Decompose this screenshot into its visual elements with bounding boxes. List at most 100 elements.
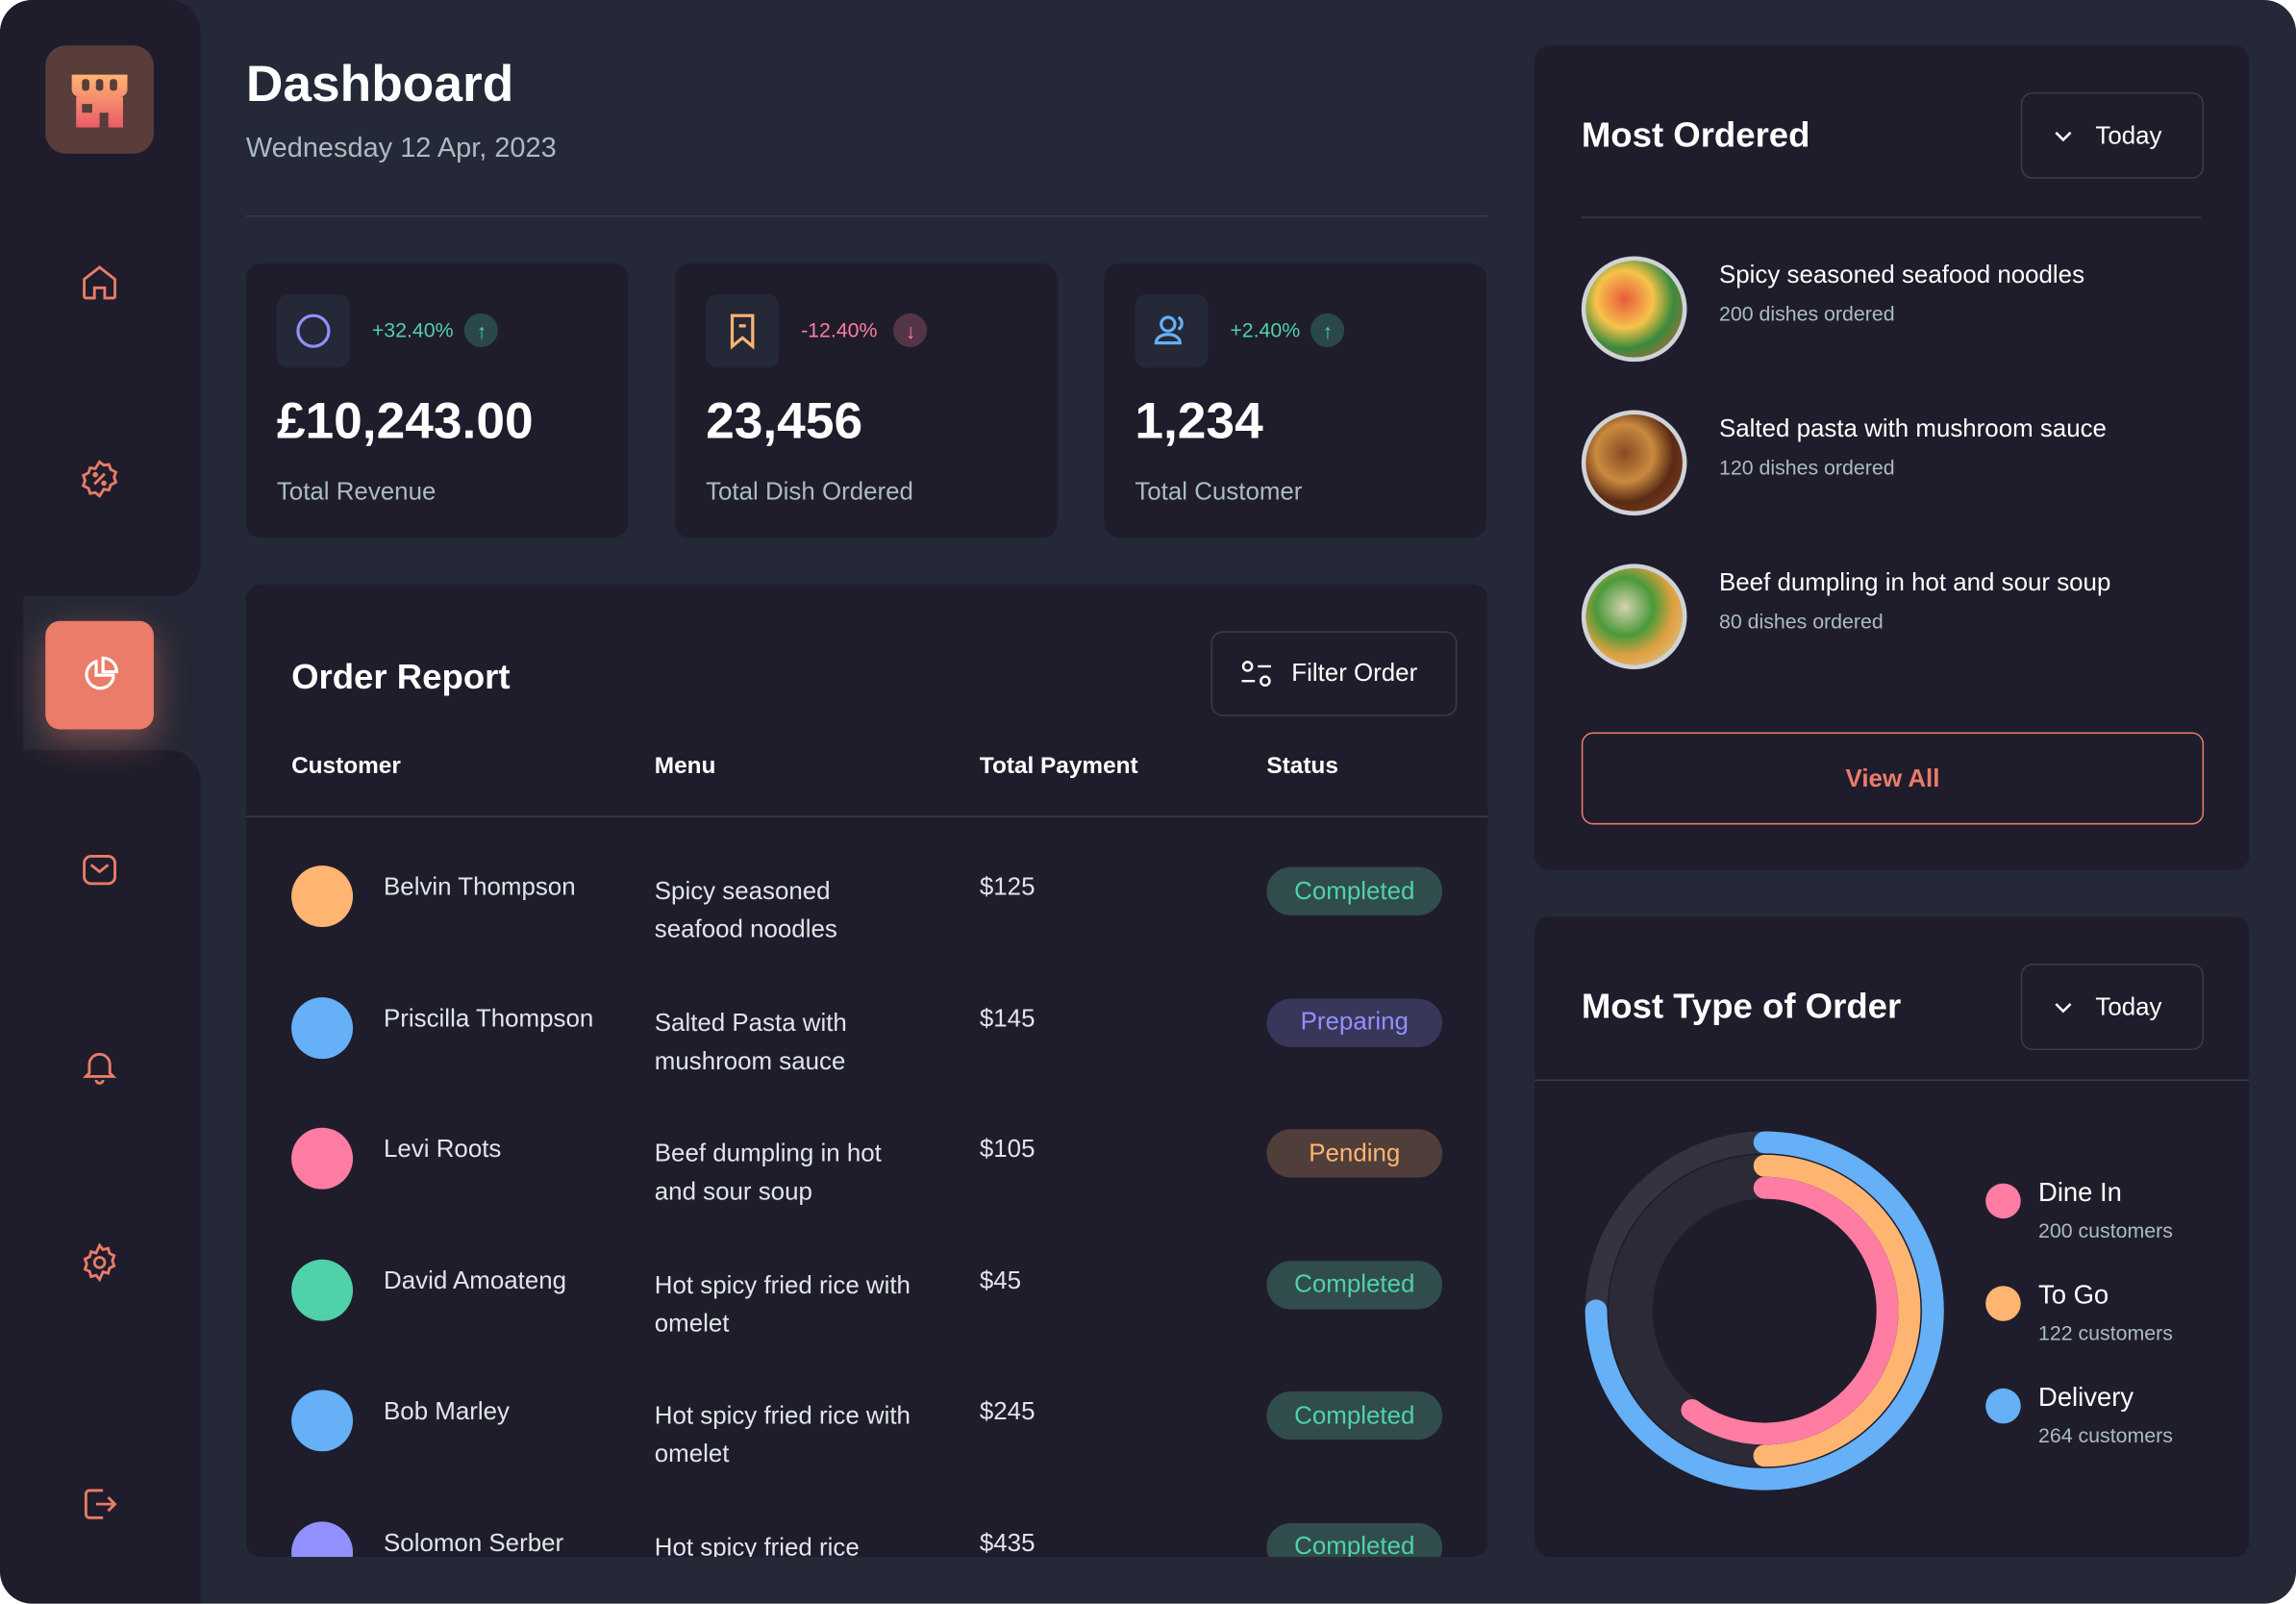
stat-card: +2.40% ↑ 1,234 Total Customer [1104, 263, 1486, 538]
dish-count: 200 dishes ordered [1719, 301, 1895, 326]
dish-count: 120 dishes ordered [1719, 455, 1895, 480]
stat-change: +2.40% [1230, 317, 1301, 341]
sidebar [0, 0, 201, 1604]
stat-value: 1,234 [1135, 392, 1263, 450]
dish-name: Spicy seasoned seafood noodles [1719, 261, 2085, 289]
users-icon [1135, 294, 1209, 368]
order-type-radial-chart [1585, 1131, 1944, 1491]
most-ordered-title: Most Ordered [1581, 115, 1810, 156]
table-row[interactable]: Levi Roots Beef dumpling in hot and sour … [246, 1127, 1488, 1259]
customer-name: Solomon Serber [384, 1528, 564, 1557]
page-date: Wednesday 12 Apr, 2023 [245, 133, 557, 164]
legend-value: 200 customers [2038, 1218, 2173, 1242]
stat-label: Total Customer [1135, 477, 1303, 506]
stat-label: Total Dish Ordered [706, 477, 913, 506]
store-logo-icon[interactable] [45, 45, 154, 154]
customer-name: David Amoateng [384, 1266, 567, 1294]
most-ordered-item[interactable]: Salted pasta with mushroom sauce 120 dish… [1581, 410, 2197, 518]
filter-icon [1241, 661, 1271, 687]
menu-item: Hot spicy fried rice with omelet [654, 1270, 911, 1337]
order-report-card: Order Report Filter Order Customer Menu … [245, 584, 1488, 1557]
status-badge: Completed [1266, 1522, 1443, 1557]
page-title: Dashboard [245, 55, 514, 113]
legend-label: Delivery [2038, 1382, 2134, 1413]
dish-count: 80 dishes ordered [1719, 609, 1884, 633]
menu-item: Spicy seasoned seafood noodles [654, 877, 837, 943]
most-type-period-select[interactable]: Today [2020, 964, 2205, 1050]
legend-dot [1985, 1183, 2021, 1219]
most-ordered-item[interactable]: Beef dumpling in hot and sour soup 80 dis… [1581, 564, 2197, 672]
payment: $435 [979, 1528, 1036, 1557]
avatar [291, 1520, 354, 1557]
table-row[interactable]: Belvin Thompson Spicy seasoned seafood no… [246, 865, 1488, 996]
avatar [291, 996, 354, 1059]
payment: $145 [979, 1004, 1036, 1032]
view-all-button[interactable]: View All [1581, 732, 2205, 825]
stat-card: +32.40% ↑ £10,243.00 Total Revenue [245, 263, 629, 538]
nav-settings[interactable] [45, 1208, 154, 1316]
payment: $105 [979, 1135, 1036, 1164]
stat-value: £10,243.00 [276, 392, 534, 450]
divider [1581, 216, 2202, 218]
nav-logout[interactable] [45, 1450, 154, 1559]
legend-value: 264 customers [2038, 1423, 2173, 1447]
legend-label: To Go [2038, 1280, 2109, 1310]
divider [245, 214, 1488, 217]
mail-icon [83, 855, 116, 886]
nav-dashboard[interactable] [45, 620, 154, 730]
ring-dine-in [1630, 1176, 1899, 1445]
circle-icon [276, 294, 350, 368]
logout-icon [84, 1489, 117, 1519]
stat-change: -12.40% [801, 317, 878, 341]
most-type-title: Most Type of Order [1581, 987, 1902, 1027]
table-row[interactable]: Priscilla Thompson Salted Pasta with mush… [246, 996, 1488, 1127]
status-badge: Preparing [1266, 997, 1443, 1047]
menu-item: Salted Pasta with mushroom sauce [654, 1008, 847, 1075]
period-value: Today [2095, 120, 2162, 149]
nav-messages[interactable] [45, 815, 154, 924]
chevron-down-icon [2055, 131, 2072, 141]
column-header-payment: Total Payment [979, 754, 1138, 780]
home-icon [83, 265, 116, 300]
dish-image [1581, 564, 1687, 670]
table-row[interactable]: David Amoateng Hot spicy fried rice with … [246, 1259, 1488, 1390]
gear-icon [83, 1242, 116, 1283]
nav-home[interactable] [45, 229, 154, 338]
filter-order-button[interactable]: Filter Order [1210, 631, 1458, 716]
avatar [291, 1127, 354, 1190]
dish-image [1581, 410, 1687, 516]
stat-value: 23,456 [706, 392, 863, 450]
avatar [291, 1390, 354, 1452]
customer-name: Priscilla Thompson [384, 1004, 594, 1032]
legend-value: 122 customers [2038, 1320, 2173, 1345]
payment: $125 [979, 872, 1036, 901]
column-header-customer: Customer [291, 754, 401, 780]
bell-icon [82, 1052, 117, 1085]
most-ordered-period-select[interactable]: Today [2020, 91, 2205, 179]
menu-item: Beef dumpling in hot and sour soup [654, 1139, 882, 1206]
ring-to-go [1609, 1154, 1921, 1467]
most-ordered-item[interactable]: Spicy seasoned seafood noodles 200 dishes… [1581, 256, 2197, 365]
stat-card: -12.40% ↓ 23,456 Total Dish Ordered [675, 263, 1058, 538]
customer-name: Belvin Thompson [384, 872, 576, 901]
ring-delivery [1585, 1131, 1944, 1491]
status-badge: Completed [1266, 1260, 1443, 1309]
avatar [291, 1259, 354, 1320]
legend-dot [1985, 1388, 2021, 1424]
payment: $45 [979, 1266, 1022, 1294]
arrow-up-icon: ↑ [1310, 313, 1345, 347]
nav-notifications[interactable] [45, 1012, 154, 1120]
order-report-title: Order Report [291, 657, 511, 697]
stat-label: Total Revenue [276, 477, 437, 506]
stat-change: +32.40% [371, 317, 454, 341]
customer-name: Levi Roots [384, 1135, 502, 1164]
most-ordered-card: Most Ordered Today Spicy seasoned seafoo… [1535, 45, 2250, 870]
table-header-divider [245, 815, 1488, 817]
arrow-up-icon: ↑ [464, 313, 499, 347]
table-row[interactable]: Solomon Serber Hot spicy fried rice $435 Co… [246, 1520, 1488, 1557]
avatar [291, 865, 354, 928]
table-row[interactable]: Bob Marley Hot spicy fried rice with omel… [246, 1390, 1488, 1520]
nav-discount[interactable] [45, 425, 154, 534]
menu-item: Hot spicy fried rice with omelet [654, 1401, 911, 1468]
